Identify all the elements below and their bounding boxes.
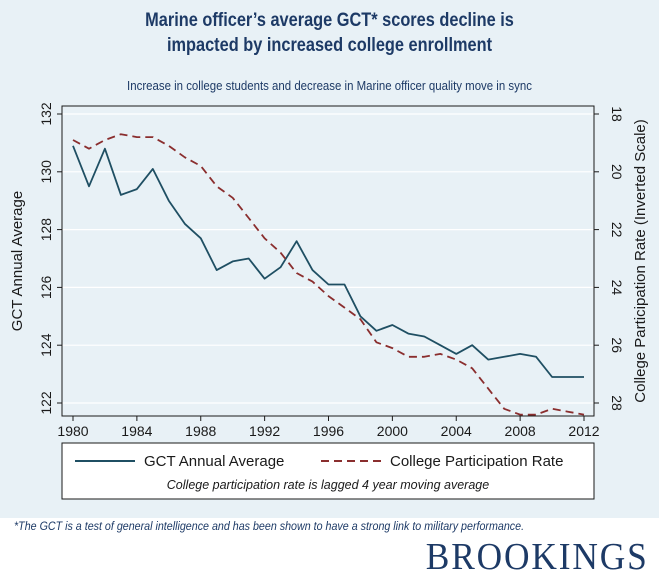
y-tick-label: 124 [38, 333, 54, 357]
y2-tick-label: 22 [609, 222, 625, 238]
series-line-gct [72, 145, 584, 378]
y-axis-label: GCT Annual Average [9, 191, 26, 331]
y2-tick-label: 28 [609, 395, 625, 411]
chart-title: Marine officer’s average GCT* scores dec… [46, 8, 613, 58]
legend-box [61, 442, 595, 500]
x-axis: 1980 1984 1988 1992 1996 2000 2004 2008 2012 [57, 416, 600, 439]
legend: GCT Annual Average College Participation… [61, 442, 595, 500]
x-tick-label: 1988 [185, 423, 216, 439]
y2-axis-label: College Participation Rate (Inverted Sca… [632, 119, 649, 402]
x-tick-label: 2000 [377, 423, 408, 439]
x-tick-label: 1984 [121, 423, 152, 439]
y2-tick-label: 26 [609, 337, 625, 353]
footnote: *The GCT is a test of general intelligen… [14, 521, 525, 533]
left-axis: 122 124 126 128 130 132 [38, 102, 62, 415]
x-tick-label: 2012 [568, 423, 599, 439]
chart-subtitle: Increase in college students and decreas… [127, 78, 532, 93]
y-tick-label: 128 [38, 218, 54, 242]
legend-label-gct: GCT Annual Average [144, 453, 284, 470]
series-line-college [72, 133, 585, 416]
y-tick-label: 122 [38, 391, 54, 415]
line-chart: 122 124 126 128 130 132 18 20 22 24 26 28 1980 1984… [9, 102, 649, 500]
x-tick-label: 2008 [505, 423, 536, 439]
y2-tick-label: 20 [609, 164, 625, 180]
y2-tick-label: 18 [609, 106, 625, 122]
y-tick-label: 130 [38, 160, 54, 184]
brookings-logo: BROOKINGS [426, 536, 649, 578]
y2-tick-label: 24 [609, 280, 625, 296]
chart-panel [0, 0, 659, 518]
plot-frame [61, 105, 595, 417]
y-tick-label: 132 [38, 102, 54, 126]
title-line-1: Marine officer’s average GCT* scores dec… [145, 10, 514, 31]
x-tick-label: 1992 [249, 423, 280, 439]
x-tick-label: 1996 [313, 423, 344, 439]
series-lines [72, 133, 585, 416]
x-tick-label: 1980 [57, 423, 88, 439]
title-line-2: impacted by increased college enrollment [166, 35, 493, 56]
legend-label-college: College Participation Rate [390, 453, 563, 470]
grid [62, 113, 594, 404]
right-axis: 18 20 22 24 26 28 [594, 106, 625, 411]
y-tick-label: 126 [38, 276, 54, 300]
legend-note: College participation rate is lagged 4 y… [167, 478, 489, 492]
x-tick-label: 2004 [441, 423, 472, 439]
